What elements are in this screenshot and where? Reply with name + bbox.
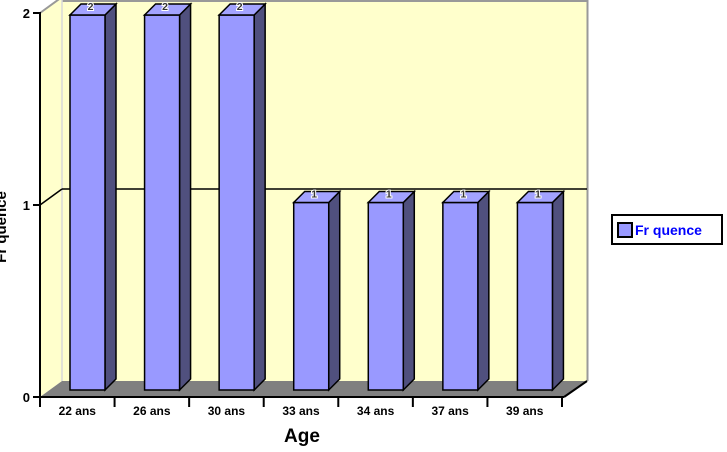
bar-front-face <box>143 14 181 391</box>
bar-37-ans[interactable]: 1 <box>441 188 491 392</box>
floor-right-edge <box>563 380 588 398</box>
data-label: 2 <box>162 1 168 13</box>
data-label: 2 <box>237 1 243 13</box>
bar-top-face <box>68 3 118 16</box>
bar-39-ans[interactable]: 1 <box>515 188 566 392</box>
x-tick-label: 22 ans <box>59 404 97 418</box>
bar-22-ans[interactable]: 2 <box>68 0 118 392</box>
bar-side-face <box>477 189 490 392</box>
wall-top-left-edge <box>39 0 60 14</box>
y-tick-label: 0 <box>23 390 30 405</box>
bar-side-face <box>253 2 266 392</box>
bar-front-face <box>367 201 405 391</box>
bar-top-face <box>515 190 566 204</box>
bar-front-face <box>69 14 106 391</box>
bar-top-face <box>291 190 342 204</box>
y-tick-label: 1 <box>23 198 30 213</box>
bar-front-face <box>292 201 330 391</box>
data-label: 1 <box>386 189 392 201</box>
y-tick-label: 2 <box>23 6 30 21</box>
side-wall <box>40 0 62 397</box>
bar-33-ans[interactable]: 1 <box>291 188 342 392</box>
bar-top-face <box>142 3 193 16</box>
x-tick-label: 37 ans <box>431 404 469 418</box>
bar-top-face <box>366 190 417 204</box>
bar-front-face <box>442 201 479 391</box>
x-tick-label: 34 ans <box>357 404 395 418</box>
data-label: 2 <box>88 1 94 13</box>
bar-34-ans[interactable]: 1 <box>366 188 417 392</box>
legend-swatch-icon <box>617 221 633 238</box>
bar-30-ans[interactable]: 2 <box>217 0 267 392</box>
data-label: 1 <box>311 189 317 201</box>
bar-side-face <box>402 189 416 392</box>
bar-side-face <box>551 189 565 392</box>
data-label: 1 <box>535 189 541 201</box>
legend[interactable]: Fr quence <box>611 214 723 245</box>
x-tick-label: 33 ans <box>282 404 320 418</box>
bar-side-face <box>327 189 341 392</box>
bar-side-face <box>104 2 117 392</box>
bar-front-face <box>218 14 255 391</box>
bar-26-ans[interactable]: 2 <box>142 0 193 392</box>
data-label: 1 <box>460 189 466 201</box>
bar-top-face <box>441 190 491 204</box>
y-axis-title: Fr quence <box>0 191 10 263</box>
bar-top-face <box>217 3 267 16</box>
x-tick-label: 30 ans <box>208 404 246 418</box>
legend-label: Fr quence <box>635 221 702 238</box>
x-axis-title: Age <box>284 426 320 447</box>
x-tick-label: 39 ans <box>506 404 544 418</box>
bar-front-face <box>516 201 554 391</box>
gridline-side <box>39 188 63 206</box>
bar-side-face <box>178 2 192 392</box>
x-tick-label: 26 ans <box>133 404 171 418</box>
